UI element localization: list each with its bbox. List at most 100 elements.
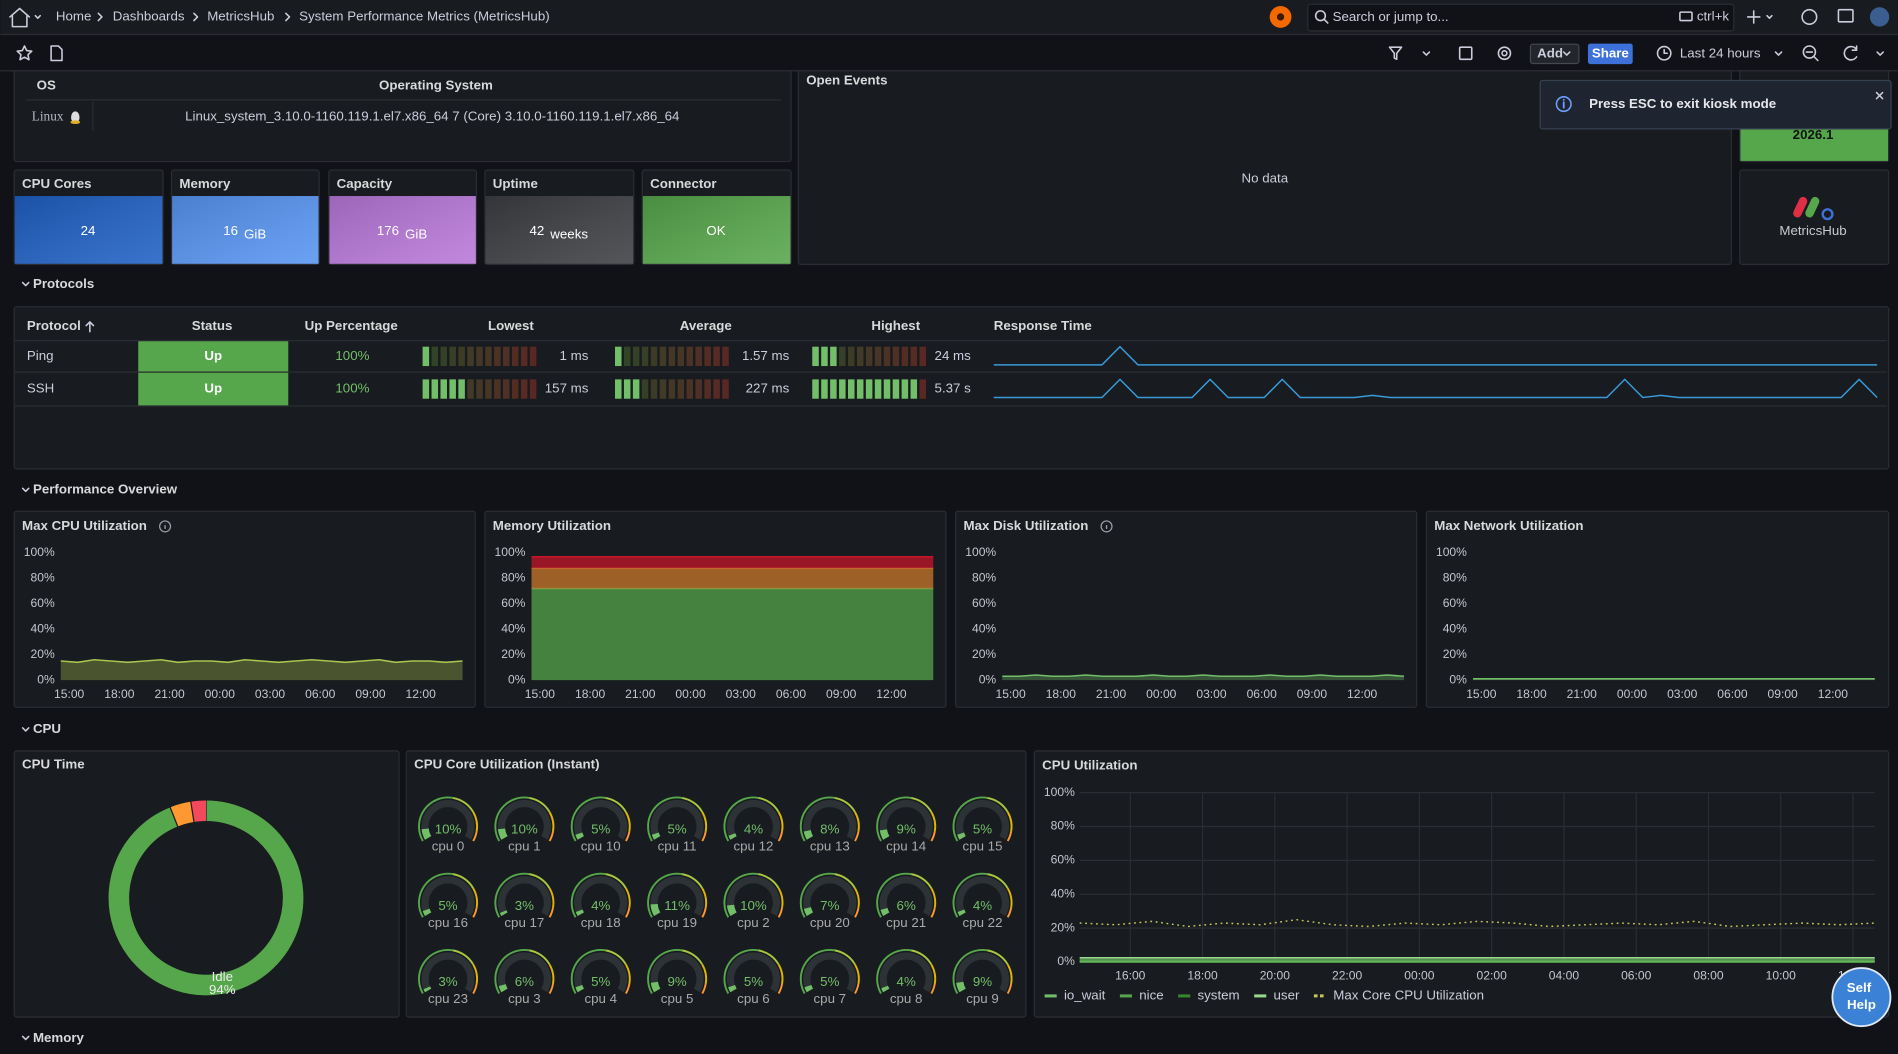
threshold-band	[605, 949, 627, 965]
y-tick-label: 20%	[1443, 647, 1467, 661]
star-icon[interactable]	[16, 45, 33, 61]
gauge-label: cpu 1	[508, 839, 541, 854]
self-help-button[interactable]	[1831, 967, 1892, 1028]
save-icon[interactable]	[1458, 46, 1473, 61]
threshold-band	[472, 887, 479, 908]
monitor-icon[interactable]	[1837, 8, 1854, 23]
settings-icon[interactable]	[1497, 46, 1512, 61]
gauge-cell	[830, 346, 837, 367]
gauge-cell	[812, 379, 819, 399]
chevron[interactable]	[34, 14, 41, 19]
section-title[interactable]: Performance Overview	[33, 482, 178, 497]
threshold-band	[876, 796, 912, 842]
threshold-band	[647, 948, 683, 994]
collapse-chevron[interactable]	[21, 281, 30, 287]
info-icon[interactable]	[159, 520, 172, 533]
collapse-chevron[interactable]	[21, 487, 30, 493]
self-help-label[interactable]: Self	[1847, 980, 1872, 995]
gauge-cell	[615, 379, 622, 399]
threshold-band	[452, 949, 475, 965]
filter-icon[interactable]	[1388, 46, 1403, 61]
column-header[interactable]: Up Percentage	[305, 318, 398, 333]
column-header[interactable]: Lowest	[488, 318, 534, 333]
threshold-band	[681, 796, 704, 813]
share-button[interactable]	[1587, 43, 1633, 65]
y-tick-label: 20%	[972, 647, 996, 661]
y-tick-label: 80%	[972, 571, 996, 585]
bar-gauge	[422, 346, 537, 367]
column-header[interactable]: Response Time	[994, 318, 1092, 333]
threshold-band	[952, 948, 988, 994]
chevron[interactable]	[1562, 51, 1571, 56]
search-box[interactable]	[1307, 3, 1735, 32]
column-header: Operating System	[379, 77, 493, 92]
y-tick-label: 40%	[31, 621, 55, 635]
section-title[interactable]: Memory	[33, 1030, 85, 1045]
clock-icon[interactable]	[1656, 45, 1672, 61]
gauge-cell	[919, 379, 927, 399]
close-button[interactable]	[1875, 91, 1884, 100]
y-tick-label: 0%	[1449, 672, 1467, 686]
gauge-cell	[874, 379, 882, 399]
breadcrumb[interactable]: Dashboards	[113, 8, 185, 23]
search-placeholder[interactable]: Search or jump to...	[1333, 9, 1449, 24]
area-fill	[531, 588, 934, 681]
legend-label[interactable]: nice	[1139, 987, 1163, 1002]
new-button[interactable]	[1746, 10, 1773, 24]
column-header[interactable]: Status	[192, 318, 233, 333]
zoom-out-icon[interactable]	[1802, 45, 1817, 59]
gauge-value: 4%	[973, 898, 992, 913]
breadcrumb[interactable]: Home	[56, 8, 91, 23]
threshold-band	[701, 907, 707, 918]
column-header[interactable]: Average	[680, 318, 732, 333]
add-button[interactable]	[1529, 43, 1580, 65]
status-cell	[138, 372, 289, 406]
chevron[interactable]	[1876, 51, 1884, 56]
refresh-icon[interactable]	[1843, 45, 1858, 61]
y-tick-label: 20%	[501, 647, 525, 661]
section-title[interactable]: Protocols	[33, 276, 94, 291]
collapse-chevron[interactable]	[21, 727, 30, 732]
gauge-value-arc	[803, 907, 814, 917]
threshold-band	[701, 811, 708, 832]
y-tick-label: 40%	[1051, 886, 1075, 900]
threshold-band	[472, 963, 479, 985]
self-help-label[interactable]: Help	[1847, 997, 1876, 1012]
insights-icon[interactable]	[50, 45, 63, 62]
threshold-band	[1006, 831, 1013, 842]
time-range[interactable]: Last 24 hours	[1680, 45, 1761, 60]
gauge-cell	[440, 346, 447, 367]
legend-label[interactable]: Max Core CPU Utilization	[1333, 987, 1484, 1002]
gauge-cell	[511, 379, 519, 399]
column-header[interactable]: Protocol	[27, 318, 81, 333]
breadcrumb[interactable]: MetricsHub	[207, 8, 274, 23]
toast: Press ESC to exit kiosk mode	[1539, 79, 1892, 130]
y-tick-label: 80%	[31, 571, 55, 585]
section-title[interactable]: CPU	[33, 721, 61, 736]
column-header[interactable]: Highest	[871, 318, 920, 333]
y-tick-label: 60%	[1443, 596, 1467, 610]
collapse-chevron[interactable]	[21, 1035, 30, 1041]
x-tick-label: 15:00	[54, 687, 85, 701]
chevron[interactable]	[1422, 51, 1431, 56]
share-label[interactable]: Share	[1592, 45, 1629, 60]
stat-shade	[172, 196, 319, 264]
info-icon[interactable]	[1100, 520, 1113, 533]
home-icon[interactable]	[9, 7, 31, 28]
legend-label[interactable]: io_wait	[1064, 987, 1106, 1002]
avatar[interactable]	[1869, 7, 1890, 27]
gauge-cell	[476, 346, 483, 367]
panel-title: Max Network Utilization	[1434, 518, 1583, 533]
legend-label[interactable]: system	[1198, 987, 1240, 1002]
gauge-label: cpu 23	[428, 991, 468, 1006]
gauge-value-arc	[423, 986, 432, 993]
chevron[interactable]	[1774, 51, 1783, 56]
x-tick-label: 09:00	[355, 687, 386, 701]
help-icon[interactable]	[1801, 8, 1818, 25]
threshold-band	[625, 963, 631, 985]
threshold-band	[494, 948, 530, 994]
add-label[interactable]: Add	[1537, 45, 1563, 60]
legend-label[interactable]: user	[1274, 987, 1300, 1002]
threshold-band	[548, 811, 555, 832]
threshold-band	[494, 872, 530, 918]
